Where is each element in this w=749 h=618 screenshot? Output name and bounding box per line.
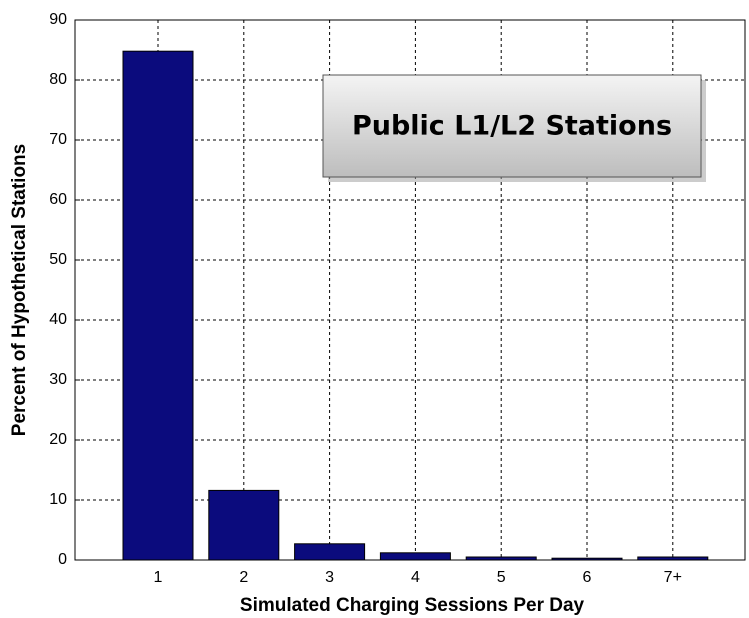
x-tick-label: 5 bbox=[497, 569, 506, 586]
bar bbox=[294, 543, 366, 561]
y-axis-label: Percent of Hypothetical Stations bbox=[9, 144, 30, 436]
x-tick-label: 1 bbox=[154, 569, 163, 586]
x-tick-label: 2 bbox=[239, 569, 248, 586]
bar bbox=[208, 489, 280, 561]
x-tick-label: 4 bbox=[411, 569, 420, 586]
bar bbox=[379, 552, 451, 561]
annotation: Public L1/L2 Stations bbox=[352, 111, 672, 142]
annotation-box bbox=[322, 74, 702, 178]
x-axis-label: Simulated Charging Sessions Per Day bbox=[240, 595, 585, 616]
x-tick-label: 6 bbox=[583, 569, 592, 586]
y-tick-label: 20 bbox=[49, 431, 67, 448]
y-tick-label: 60 bbox=[49, 191, 67, 208]
x-tick-label: 3 bbox=[325, 569, 334, 586]
y-tick-label: 70 bbox=[49, 131, 67, 148]
y-tick-label: 40 bbox=[49, 311, 67, 328]
y-tick-label: 50 bbox=[49, 251, 67, 268]
x-tick-label: 7+ bbox=[664, 569, 682, 586]
bar bbox=[122, 50, 194, 561]
y-tick-label: 80 bbox=[49, 71, 67, 88]
y-tick-label: 0 bbox=[58, 551, 67, 568]
plot-frame bbox=[74, 19, 746, 561]
y-tick-label: 30 bbox=[49, 371, 67, 388]
y-tick-label: 90 bbox=[49, 11, 67, 28]
y-tick-label: 10 bbox=[49, 491, 67, 508]
